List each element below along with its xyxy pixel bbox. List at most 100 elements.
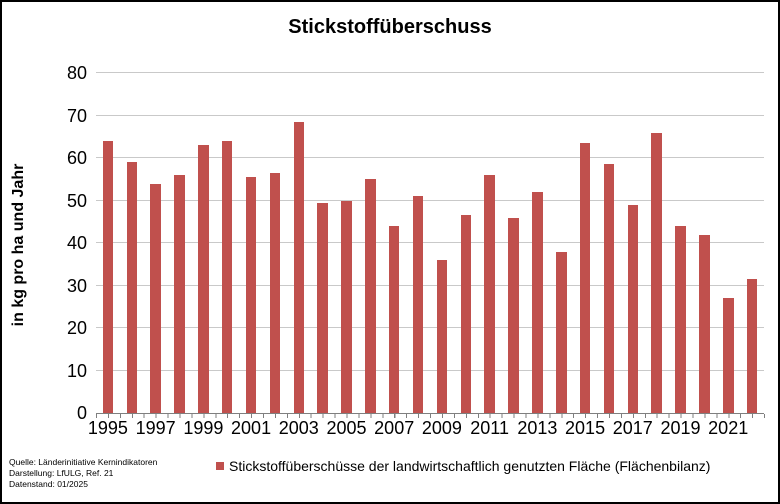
- x-tick-label-2019: 2019: [660, 418, 701, 438]
- x-axis-tick-marks: [96, 414, 765, 418]
- bar-2001: [245, 177, 257, 413]
- bar-slot-2017: [621, 73, 645, 413]
- bar-2004: [317, 202, 328, 413]
- gridline-50: [96, 199, 764, 201]
- bar-slot-2018: [645, 73, 669, 413]
- bar-2006: [365, 179, 376, 413]
- bar-2014: [556, 251, 567, 413]
- bar-slot-2021: [716, 73, 740, 413]
- bar-2020: [699, 234, 710, 413]
- source-note: Quelle: Länderinitiative Kernindikatoren…: [9, 457, 157, 489]
- x-tick-label-2007: 2007: [374, 418, 415, 438]
- bar-slot-2003: [287, 73, 311, 413]
- bar-2018: [651, 132, 662, 413]
- bar-2022: [746, 279, 758, 413]
- bar-slot-2007: [382, 73, 406, 413]
- bar-2003: [293, 121, 305, 413]
- bar-2013: [532, 192, 543, 413]
- x-tick-label-2015: 2015: [565, 418, 606, 438]
- bar-slot-2001: [239, 73, 263, 413]
- bar-2015: [579, 143, 591, 413]
- bar-slot-1998: [168, 73, 192, 413]
- bar-2017: [627, 204, 639, 413]
- bar-2008: [412, 196, 424, 413]
- x-tick-label-1997: 1997: [135, 418, 176, 438]
- source-line-darstellung: Darstellung: LfULG, Ref. 21: [9, 467, 114, 478]
- bar-slot-2002: [263, 73, 287, 413]
- gridline-40: [96, 242, 764, 243]
- gridline-70: [96, 114, 764, 116]
- source-line-datenstand: Datenstand: 01/2025: [9, 478, 88, 489]
- bar-slot-2016: [597, 73, 621, 413]
- bar-2012: [508, 217, 519, 413]
- y-tick-label-20: 20: [66, 318, 87, 338]
- x-tick-label-1999: 1999: [183, 418, 224, 438]
- x-tick-label-1995: 1995: [87, 418, 128, 438]
- bar-slot-1996: [120, 73, 144, 413]
- legend: Stickstoffüberschüsse der landwirtschaft…: [216, 458, 710, 474]
- x-tick-label-2017: 2017: [612, 418, 653, 438]
- bar-slot-2009: [430, 73, 454, 413]
- bar-2005: [341, 200, 352, 413]
- bar-slot-2000: [215, 73, 239, 413]
- x-tick-label-2009: 2009: [421, 418, 462, 438]
- bar-2009: [436, 260, 448, 413]
- bar-slot-2020: [692, 73, 716, 413]
- x-tick-label-2013: 2013: [517, 418, 558, 438]
- y-tick-label-80: 80: [66, 63, 87, 83]
- gridline-10: [96, 369, 764, 371]
- x-tick-label-2005: 2005: [326, 418, 367, 438]
- bar-slot-2014: [549, 73, 573, 413]
- gridline-20: [96, 327, 764, 328]
- bar-slot-2019: [669, 73, 693, 413]
- bar-slot-2010: [454, 73, 478, 413]
- bar-2019: [675, 226, 686, 413]
- y-tick-label-60: 60: [66, 148, 87, 168]
- bar-2016: [603, 164, 615, 413]
- y-tick-label-30: 30: [66, 275, 87, 296]
- bar-2000: [221, 141, 233, 413]
- bar-slot-2012: [502, 73, 526, 413]
- bar-1999: [198, 145, 209, 413]
- gridline-80: [96, 72, 764, 73]
- legend-label: Stickstoffüberschüsse der landwirtschaft…: [229, 458, 711, 474]
- y-tick-label-0: 0: [76, 403, 87, 423]
- bar-slot-1995: [96, 73, 120, 413]
- bar-slot-2004: [311, 73, 335, 413]
- bar-slot-2006: [358, 73, 382, 413]
- bar-slot-2015: [573, 73, 597, 413]
- bar-2010: [460, 215, 472, 413]
- gridline-30: [96, 284, 764, 286]
- bar-2007: [388, 226, 400, 413]
- bar-1997: [150, 183, 161, 413]
- chart-title: Stickstoffüberschuss: [288, 16, 492, 38]
- bar-slot-2005: [335, 73, 359, 413]
- bar-slot-2011: [478, 73, 502, 413]
- y-tick-label-50: 50: [66, 190, 87, 211]
- bar-slot-2013: [525, 73, 549, 413]
- bar-slot-1999: [191, 73, 215, 413]
- bar-1996: [126, 162, 138, 413]
- bar-2021: [723, 298, 734, 413]
- source-line-quelle: Quelle: Länderinitiative Kernindikatoren: [9, 457, 158, 467]
- y-tick-label-70: 70: [66, 105, 87, 126]
- y-tick-label-10: 10: [66, 360, 87, 381]
- y-axis-labels: 0 10 20 30 40 50 60 70 80: [2, 2, 87, 502]
- legend-swatch-icon: [216, 462, 224, 470]
- x-tick-label-2021: 2021: [708, 418, 749, 438]
- plot-area: [96, 72, 764, 414]
- gridline-60: [96, 157, 764, 158]
- x-tick-label-2001: 2001: [231, 418, 272, 438]
- x-tick-label-2003: 2003: [278, 418, 319, 438]
- bar-1998: [174, 175, 185, 413]
- bar-slot-1997: [144, 73, 168, 413]
- x-tick-label-2011: 2011: [470, 418, 509, 438]
- x-axis-labels: 1995 1997 1999 2001 2003 2005 2007 2009 2011 2013…: [88, 418, 764, 442]
- bar-2002: [269, 172, 281, 413]
- bar-slot-2008: [406, 73, 430, 413]
- bar-2011: [484, 175, 495, 413]
- bar-slot-2022: [740, 73, 764, 413]
- bar-1995: [102, 141, 114, 413]
- y-tick-label-40: 40: [66, 233, 87, 253]
